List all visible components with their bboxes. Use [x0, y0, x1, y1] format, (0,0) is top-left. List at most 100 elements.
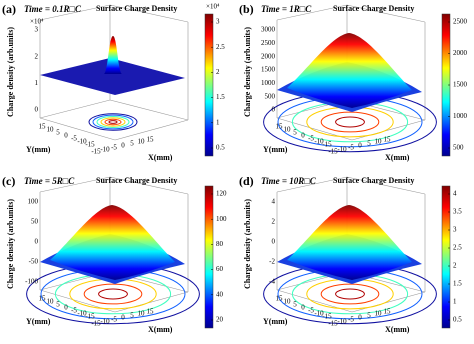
panel-title: Surface Charge Density	[96, 176, 177, 185]
y-tick-label: -15	[85, 141, 95, 149]
box-edge	[39, 176, 111, 193]
y-tick-label: 5	[293, 129, 297, 137]
z-tick-label: 3	[35, 26, 39, 34]
box-edge	[39, 4, 111, 21]
y-tick-label: 15	[39, 123, 47, 131]
x-tick-label: -5	[348, 144, 354, 152]
x-axis-label: X(mm)	[148, 153, 173, 162]
x-tick-label: 5	[367, 312, 371, 320]
y-tick-label: 15	[276, 295, 284, 303]
z-tick-label: -100	[25, 278, 38, 286]
panel-label: (c)	[2, 174, 15, 188]
colorbar-tick-label: 2.5	[453, 244, 462, 252]
x-tick-label: 5	[367, 140, 371, 148]
panel-title: Surface Charge Density	[333, 4, 414, 13]
z-tick-label: 0	[272, 106, 276, 114]
box-edge	[114, 291, 189, 313]
y-tick-label: 0	[64, 132, 68, 140]
z-tick-label: 0	[35, 238, 39, 246]
colorbar-tick-label: 3.5	[453, 208, 462, 216]
box-edge	[109, 99, 189, 121]
box-edge	[109, 176, 189, 195]
z-tick-label: 1	[35, 79, 39, 87]
time-label: Time = 0.1R□C	[24, 4, 82, 14]
box-edge	[276, 176, 348, 193]
z-tick-label: 4	[272, 198, 276, 206]
x-tick-label: -10	[100, 146, 110, 154]
box-edge	[346, 4, 426, 23]
x-tick-label: -5	[111, 316, 117, 324]
y-tick-label: -5	[71, 307, 77, 315]
y-tick-label: 0	[64, 304, 68, 312]
colorbar-tick-label: 2000	[453, 49, 468, 57]
y-tick-label: 10	[284, 126, 292, 134]
panel-label: (b)	[239, 2, 254, 16]
x-tick-label: -10	[337, 146, 347, 154]
x-tick-label: -5	[111, 144, 117, 152]
time-label: Time = 1R□C	[261, 4, 312, 14]
x-tick-label: -10	[337, 318, 347, 326]
colorbar-tick-label: 60	[216, 265, 224, 273]
y-tick-label: -10	[77, 138, 87, 146]
contour	[104, 118, 122, 126]
contour	[98, 288, 128, 300]
x-axis-label: X(mm)	[385, 153, 410, 162]
x-tick-label: -5	[348, 316, 354, 324]
colorbar-tick-label: 2.5	[216, 43, 225, 51]
box-edge	[276, 4, 348, 21]
y-tick-label: -10	[314, 310, 324, 318]
x-tick-label: 15	[384, 136, 392, 144]
colorbar-tick-label: 0.5	[453, 316, 462, 324]
colorbar-tick-label: 80	[216, 240, 224, 248]
box-edge	[114, 119, 189, 141]
y-axis-label: Y(mm)	[26, 145, 51, 154]
box-edge	[109, 4, 189, 23]
x-axis-label: X(mm)	[385, 325, 410, 334]
colorbar	[204, 13, 214, 157]
y-tick-label: 0	[301, 132, 305, 140]
x-tick-label: 0	[121, 314, 125, 322]
x-tick-label: -15	[91, 148, 101, 156]
surface-peak	[104, 36, 122, 74]
contour	[100, 117, 126, 127]
colorbar-tick-label: 2	[216, 68, 220, 76]
contour	[335, 116, 365, 128]
colorbar-tick-label: 100	[216, 215, 227, 223]
colorbar-tick-label: 0.5	[216, 144, 225, 152]
colorbar-tick-label: 500	[453, 144, 464, 152]
box-edge	[39, 117, 116, 141]
surface-dome	[287, 33, 412, 108]
y-tick-label: -15	[322, 141, 332, 149]
contour	[88, 113, 138, 131]
contour	[320, 111, 380, 133]
y-tick-label: -10	[77, 310, 87, 318]
contour	[92, 114, 134, 130]
colorbar-tick-label: 1	[216, 118, 220, 126]
box-edge	[351, 119, 426, 141]
panel: (b) Time = 1R□C Surface Charge Density Char…	[239, 2, 468, 162]
x-tick-label: 15	[384, 308, 392, 316]
z-tick-label: 0	[272, 238, 276, 246]
z-tick-label: 0	[35, 106, 39, 114]
x-tick-label: 0	[358, 142, 362, 150]
x-tick-label: 10	[138, 138, 146, 146]
colorbar-tick-label: 1500	[453, 81, 468, 89]
y-tick-label: -15	[322, 313, 332, 321]
y-tick-label: -15	[85, 313, 95, 321]
x-tick-label: 5	[130, 140, 134, 148]
x-tick-label: 10	[138, 310, 146, 318]
colorbar-tick-label: 3	[453, 226, 457, 234]
y-tick-label: 10	[284, 298, 292, 306]
panel: (a) Time = 0.1R□C Surface Charge Density Ch…	[2, 2, 225, 162]
panel-label: (a)	[2, 2, 16, 16]
z-tick-label: 500	[265, 92, 276, 100]
colorbar-tick-label: 40	[216, 290, 224, 298]
z-tick-label: -50	[29, 258, 39, 266]
box-edge	[346, 176, 426, 195]
y-tick-label: 15	[276, 123, 284, 131]
x-tick-label: -10	[100, 318, 110, 326]
x-axis-label: X(mm)	[148, 325, 173, 334]
contour	[83, 283, 143, 305]
surface	[40, 58, 185, 95]
